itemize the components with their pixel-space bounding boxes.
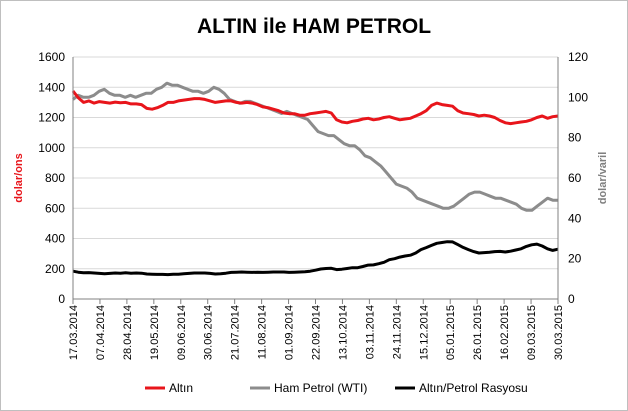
left-tick-label: 1200 — [38, 111, 65, 125]
x-tick-label: 07.04.2014 — [95, 305, 107, 360]
right-tick-label: 80 — [568, 131, 582, 145]
left-tick-label: 400 — [45, 232, 65, 246]
x-tick-label: 21.07.2014 — [230, 305, 242, 360]
right-axis-ticks: 0 20 40 60 80 100 120 — [568, 50, 588, 306]
right-tick-label: 120 — [568, 50, 588, 64]
left-axis-label: dolar/ons — [13, 153, 25, 203]
left-tick-label: 1600 — [38, 50, 65, 64]
x-tick-label: 17.03.2014 — [68, 305, 80, 360]
left-tick-label: 0 — [58, 292, 65, 306]
x-tick-label: 05.01.2015 — [445, 305, 457, 360]
left-tick-label: 800 — [45, 171, 65, 185]
legend-label: Ham Petrol (WTI) — [274, 381, 367, 395]
x-tick-label: 16.02.2015 — [499, 305, 511, 360]
series-line-1 — [72, 81, 558, 212]
right-tick-label: 0 — [568, 292, 575, 306]
x-tick-label: 22.09.2014 — [311, 305, 323, 360]
x-tick-label: 13.10.2014 — [337, 305, 349, 360]
x-axis-ticks: 17.03.2014 07.04.2014 28.04.2014 19.05.2014… — [68, 299, 565, 360]
series-line-0 — [71, 90, 559, 126]
x-tick-label: 09.06.2014 — [176, 305, 188, 360]
left-tick-label: 1000 — [38, 141, 65, 155]
right-tick-label: 40 — [568, 211, 582, 225]
x-tick-label: 19.05.2014 — [149, 305, 161, 360]
right-axis-label: dolar/varil — [597, 152, 609, 205]
x-tick-label: 11.08.2014 — [257, 305, 269, 359]
right-tick-label: 100 — [568, 90, 588, 104]
x-tick-label: 30.03.2015 — [553, 305, 565, 360]
x-tick-label: 01.09.2014 — [284, 305, 296, 360]
chart-title: ALTIN ile HAM PETROL — [197, 15, 431, 38]
x-tick-label: 03.11.2014 — [364, 305, 376, 359]
x-tick-label: 30.06.2014 — [203, 305, 215, 360]
x-tick-label: 24.11.2014 — [391, 305, 403, 359]
legend-label: Altın/Petrol Rasyosu — [419, 381, 528, 395]
series-lines — [71, 81, 559, 277]
x-tick-label: 26.01.2015 — [472, 305, 484, 360]
legend: Altın Ham Petrol (WTI) Altın/Petrol Rasyos… — [145, 381, 528, 395]
series-line-2 — [72, 240, 559, 277]
x-tick-label: 15.12.2014 — [418, 305, 430, 360]
left-tick-label: 200 — [45, 262, 65, 276]
right-tick-label: 60 — [568, 171, 582, 185]
left-tick-label: 1400 — [38, 80, 65, 94]
left-axis-ticks: 0 200 400 600 800 1000 1200 1400 1600 — [38, 50, 65, 306]
legend-label: Altın — [169, 381, 193, 395]
left-tick-label: 600 — [45, 201, 65, 215]
x-tick-label: 28.04.2014 — [122, 305, 134, 360]
right-tick-label: 20 — [568, 252, 582, 266]
x-tick-label: 09.03.2015 — [526, 305, 538, 360]
